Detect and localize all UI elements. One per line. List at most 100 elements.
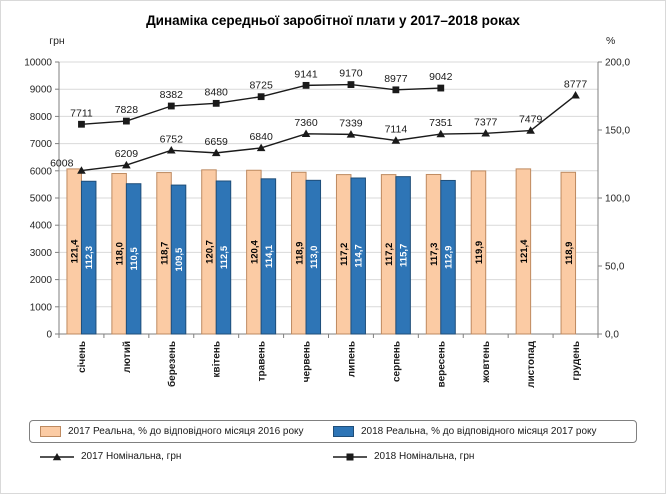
square-marker-icon [122, 117, 130, 125]
category-label: травень [257, 341, 268, 381]
bar-label: 112,9 [444, 246, 455, 269]
square-marker-icon [392, 86, 400, 94]
point-label: 6659 [205, 136, 229, 148]
point-label: 9141 [294, 68, 318, 80]
category-label: квітень [212, 341, 223, 378]
legend-item-2017-real: 2017 Реальна, % до відповідного місяця 2… [40, 426, 333, 437]
bar-label: 117,3 [429, 243, 440, 266]
bar-label: 120,7 [204, 240, 215, 264]
left-axis-tick-label: 5000 [30, 194, 53, 205]
triangle-marker-icon [166, 146, 176, 154]
bar-label: 119,9 [474, 241, 485, 264]
square-marker-icon [78, 120, 85, 128]
bar [260, 178, 277, 335]
bar [80, 180, 97, 335]
legend-item-2018-real: 2018 Реальна, % до відповідного місяця 2… [333, 426, 626, 437]
point-label: 7377 [474, 116, 498, 128]
point-label: 9042 [429, 71, 453, 83]
bar-label: 114,7 [354, 244, 365, 267]
bar-label: 115,7 [399, 244, 410, 267]
bar [125, 183, 142, 335]
square-marker-icon [212, 99, 220, 107]
point-label: 6752 [160, 133, 184, 145]
legend-line-series: 2017 Номінальна, грн 2018 Номінальна, гр… [29, 451, 637, 462]
bar-label: 120,4 [249, 240, 260, 264]
triangle-marker-icon [40, 452, 74, 460]
left-axis-tick-label: 6000 [30, 166, 53, 177]
bar-label: 110,5 [129, 247, 140, 271]
bar [170, 184, 187, 335]
bar-label: 118,9 [294, 242, 305, 265]
left-axis-tick-label: 9000 [30, 85, 53, 96]
bar-label: 113,0 [309, 246, 320, 269]
left-axis-tick-label: 0 [46, 330, 52, 341]
legend-label-2017-nominal: 2017 Номінальна, грн [81, 451, 182, 462]
bar [350, 177, 366, 335]
square-marker-icon [347, 81, 355, 88]
category-label: грудень [571, 341, 582, 381]
bar-label: 109,5 [174, 247, 185, 271]
bar-label: 121,4 [519, 239, 530, 263]
line-series-2018-nominal: 7711 7828 8382 8480 8725 9141 9170 8977 9042 [70, 68, 453, 128]
triangle-marker-icon [256, 143, 266, 152]
bar-label: 117,2 [339, 243, 350, 266]
triangle-marker-icon [77, 166, 86, 174]
right-axis-tick-label: 50,0 [605, 262, 625, 273]
left-axis-tick-label: 3000 [30, 248, 53, 259]
point-label: 9170 [339, 68, 363, 80]
triangle-marker-icon [571, 90, 580, 99]
bar-label: 112,3 [84, 246, 95, 269]
gridlines [59, 61, 598, 335]
triangle-marker-icon [436, 129, 446, 138]
left-axis-tick-label: 2000 [30, 275, 53, 286]
point-label: 7479 [519, 114, 543, 126]
square-marker-icon [257, 93, 265, 101]
left-axis-tick-label: 10000 [24, 58, 52, 69]
point-label: 8725 [249, 80, 273, 92]
bar [470, 170, 487, 335]
point-label: 7360 [294, 117, 318, 129]
bar-swatch-2018-icon [333, 426, 354, 437]
triangle-marker-icon [526, 126, 535, 134]
category-labels: січень лютий березень квітень травень червень… [77, 340, 582, 388]
square-marker-icon [167, 102, 175, 110]
bar-series-2018-real: 112,3 110,5 109,5 112,5 114,1 113,0 114,7 115,7… [80, 176, 456, 335]
left-axis-tick-label: 8000 [30, 112, 53, 123]
point-label: 8382 [160, 89, 184, 101]
bar-label: 121,4 [70, 239, 81, 263]
right-axis-tick-label: 0,0 [605, 330, 619, 341]
triangle-marker-icon [481, 129, 491, 137]
category-label: серпень [391, 341, 402, 382]
legend-label-2018-real: 2018 Реальна, % до відповідного місяця 2… [361, 426, 597, 437]
square-marker-icon [333, 453, 367, 460]
category-label: вересень [436, 341, 447, 387]
point-label: 6008 [50, 158, 74, 170]
legend-label-2017-real: 2017 Реальна, % до відповідного місяця 2… [68, 426, 304, 437]
point-label: 7828 [115, 104, 139, 116]
left-axis-tick-label: 7000 [30, 139, 53, 150]
point-label: 6209 [115, 148, 139, 160]
category-label: березень [166, 341, 178, 387]
triangle-marker-icon [301, 129, 311, 138]
point-label: 7339 [339, 117, 363, 129]
point-label: 7711 [70, 107, 93, 119]
category-label: листопад [526, 340, 537, 388]
legend-bar-series: 2017 Реальна, % до відповідного місяця 2… [29, 420, 637, 443]
right-axis-tick-label: 200,0 [605, 58, 630, 69]
combo-chart-svg: 0 1000 2000 3000 4000 5000 6000 7000 8000 9000 100… [24, 35, 630, 388]
left-axis-title: грн [49, 35, 65, 47]
bar [215, 180, 232, 335]
bar-label: 114,1 [264, 244, 275, 268]
category-label: червень [302, 341, 313, 382]
category-label: жовтень [481, 341, 492, 384]
point-label: 8777 [564, 78, 588, 90]
right-axis-tick-label: 100,0 [605, 194, 630, 205]
point-label: 7114 [385, 123, 408, 135]
bar-series-2017-real: 121,4 118,0 118,7 120,7 120,4 118,9 117,2 117,2… [66, 168, 577, 335]
right-axis-title: % [606, 35, 615, 47]
category-label: липень [346, 341, 357, 377]
bar-label: 118,0 [115, 242, 126, 265]
axes: 0 1000 2000 3000 4000 5000 6000 7000 8000 9000 100… [24, 35, 630, 341]
point-label: 8480 [205, 86, 229, 98]
